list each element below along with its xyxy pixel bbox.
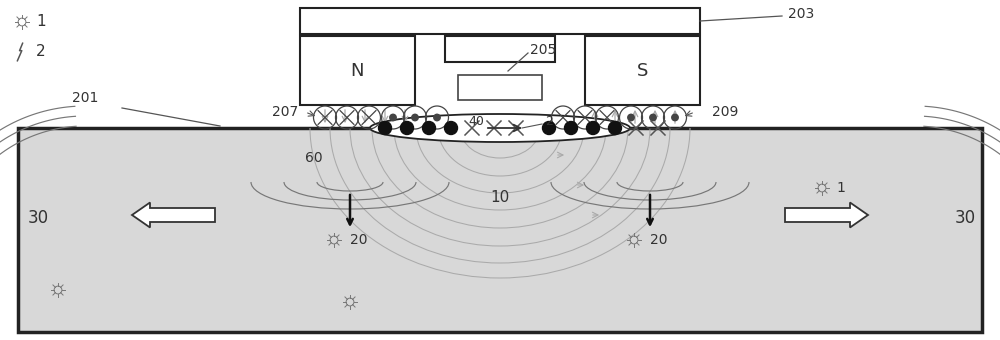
Ellipse shape [370,114,630,142]
Text: S: S [637,62,648,80]
Circle shape [586,121,600,135]
Circle shape [564,121,578,135]
Text: 60: 60 [305,151,323,165]
Bar [300,8,700,34]
Circle shape [608,121,622,135]
Text: 30: 30 [955,209,976,227]
Circle shape [628,114,634,121]
Circle shape [444,121,458,135]
Text: 201: 201 [72,91,98,105]
Circle shape [672,114,678,121]
Bar [585,36,700,105]
Bar [300,36,415,105]
Text: 30: 30 [28,209,49,227]
Text: 2: 2 [545,116,553,129]
FancyArrow shape [785,203,868,227]
Text: 2: 2 [36,45,46,59]
Bar [458,75,542,100]
Text: 207: 207 [272,105,298,119]
Circle shape [650,114,656,121]
Text: 203: 203 [788,7,814,21]
Bar [18,128,982,332]
Text: 10: 10 [490,190,510,205]
Circle shape [378,121,392,135]
Text: 1: 1 [36,15,46,30]
Circle shape [542,121,556,135]
Circle shape [422,121,436,135]
Circle shape [400,121,414,135]
Text: 20: 20 [350,233,368,247]
FancyArrow shape [132,203,215,227]
Text: 205: 205 [530,43,556,57]
Circle shape [434,114,440,121]
Text: N: N [351,62,364,80]
Circle shape [390,114,396,121]
Text: 1: 1 [836,181,845,195]
Circle shape [412,114,418,121]
Bar [445,36,555,62]
Text: 40: 40 [468,116,484,129]
Text: 209: 209 [712,105,738,119]
Text: 20: 20 [650,233,668,247]
